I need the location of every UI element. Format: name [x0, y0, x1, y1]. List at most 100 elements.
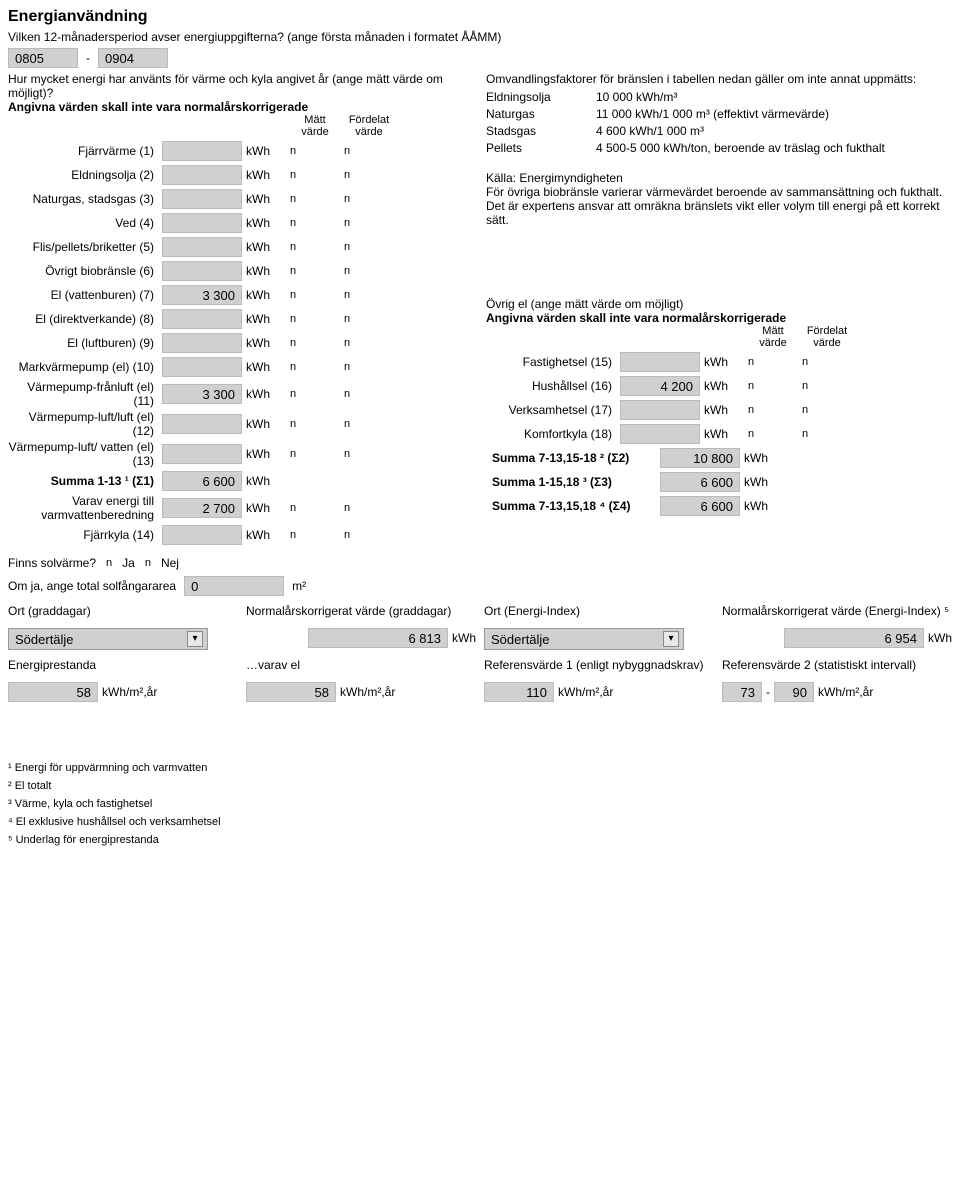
varav-r2[interactable]: n: [344, 502, 394, 514]
energy-r2[interactable]: n: [344, 289, 394, 301]
solar-ja-radio[interactable]: n: [106, 557, 112, 569]
energy-r1[interactable]: n: [290, 265, 340, 277]
sum-unit: kWh: [744, 475, 784, 489]
footnote: ⁵ Underlag för energiprestanda: [8, 834, 952, 846]
ovrigel-unit: kWh: [704, 403, 744, 417]
ovrigel-r2[interactable]: n: [802, 428, 852, 440]
sum-label: Summa 7-13,15-18 ² (Σ2): [486, 451, 656, 465]
energy-r2[interactable]: n: [344, 265, 394, 277]
energy-r1[interactable]: n: [290, 217, 340, 229]
summa1-value: 6 600: [162, 471, 242, 491]
period-sep: -: [86, 51, 90, 65]
fjarrkyla-value[interactable]: [162, 525, 242, 545]
sum-row: Summa 7-13,15-18 ² (Σ2)10 800kWh: [486, 447, 946, 469]
energy-r2[interactable]: n: [344, 388, 394, 400]
energy-r1[interactable]: n: [290, 388, 340, 400]
ovrigel-value[interactable]: 4 200: [620, 376, 700, 396]
energy-r1[interactable]: n: [290, 361, 340, 373]
energy-unit: kWh: [246, 417, 286, 431]
energy-r1[interactable]: n: [290, 169, 340, 181]
ovrigel-r2[interactable]: n: [802, 380, 852, 392]
fjarrkyla-row: Fjärrkyla (14) kWh n n: [8, 524, 478, 546]
energy-label: Fjärrvärme (1): [8, 144, 158, 158]
energy-value[interactable]: [162, 414, 242, 434]
ref2-from: 73: [722, 682, 762, 702]
energy-unit: kWh: [246, 216, 286, 230]
ort-grad-dropdown[interactable]: Södertälje ▾: [8, 628, 208, 650]
energy-value[interactable]: [162, 237, 242, 257]
solar-area-row: Om ja, ange total solfångararea 0 m²: [8, 576, 952, 596]
ovrigel-value[interactable]: [620, 352, 700, 372]
ovrigel-unit: kWh: [704, 379, 744, 393]
energy-value[interactable]: [162, 261, 242, 281]
energy-r2[interactable]: n: [344, 448, 394, 460]
fjarrkyla-r1[interactable]: n: [290, 529, 340, 541]
energy-r1[interactable]: n: [290, 418, 340, 430]
varav-r1[interactable]: n: [290, 502, 340, 514]
energy-value[interactable]: [162, 189, 242, 209]
energy-value[interactable]: [162, 333, 242, 353]
energy-value[interactable]: 3 300: [162, 285, 242, 305]
ovrigel-value[interactable]: [620, 400, 700, 420]
energy-value[interactable]: 3 300: [162, 384, 242, 404]
norm-ei-val: 6 954: [784, 628, 924, 648]
ovrigel-h1: Mätt värde: [748, 325, 798, 349]
fjarrkyla-label: Fjärrkyla (14): [8, 528, 158, 542]
period-from[interactable]: 0805: [8, 48, 78, 68]
energy-r2[interactable]: n: [344, 361, 394, 373]
ovrigel-r1[interactable]: n: [748, 428, 798, 440]
bottom-row1: Ort (graddagar) Södertälje ▾ Normalårsko…: [8, 604, 952, 650]
energy-value[interactable]: [162, 165, 242, 185]
energy-r2[interactable]: n: [344, 313, 394, 325]
energy-unit: kWh: [246, 447, 286, 461]
energy-row: Övrigt biobränsle (6)kWhnn: [8, 260, 478, 282]
energy-value[interactable]: [162, 213, 242, 233]
ref2-label: Referensvärde 2 (statistiskt intervall): [722, 658, 952, 672]
energy-value[interactable]: [162, 141, 242, 161]
energy-r2[interactable]: n: [344, 169, 394, 181]
ovrigel-unit: kWh: [704, 427, 744, 441]
energy-value[interactable]: [162, 357, 242, 377]
energy-unit: kWh: [246, 192, 286, 206]
energy-value[interactable]: [162, 309, 242, 329]
ref1-unit: kWh/m²,år: [558, 685, 613, 699]
energy-r1[interactable]: n: [290, 289, 340, 301]
energy-r2[interactable]: n: [344, 241, 394, 253]
energy-r1[interactable]: n: [290, 448, 340, 460]
ovrigel-r1[interactable]: n: [748, 380, 798, 392]
energy-r1[interactable]: n: [290, 193, 340, 205]
ovrigel-r1[interactable]: n: [748, 404, 798, 416]
energy-r2[interactable]: n: [344, 145, 394, 157]
conv-key: Eldningsolja: [486, 90, 596, 104]
fjarrkyla-r2[interactable]: n: [344, 529, 394, 541]
energy-r2[interactable]: n: [344, 418, 394, 430]
ovrigel-r2[interactable]: n: [802, 404, 852, 416]
conv-val: 10 000 kWh/m³: [596, 90, 677, 104]
energy-r1[interactable]: n: [290, 241, 340, 253]
energy-r2[interactable]: n: [344, 217, 394, 229]
ort-ei-dropdown[interactable]: Södertälje ▾: [484, 628, 684, 650]
ovrigel-r1[interactable]: n: [748, 356, 798, 368]
ovrigel-label: Komfortkyla (18): [486, 427, 616, 441]
period-to[interactable]: 0904: [98, 48, 168, 68]
varav-value[interactable]: 2 700: [162, 498, 242, 518]
energy-row: Eldningsolja (2)kWhnn: [8, 164, 478, 186]
energy-unit: kWh: [246, 312, 286, 326]
norm-grad-val: 6 813: [308, 628, 448, 648]
ovrigel-row: Komfortkyla (18)kWhnn: [486, 423, 946, 445]
solar-area-val[interactable]: 0: [184, 576, 284, 596]
energy-r1[interactable]: n: [290, 313, 340, 325]
solar-nej-radio[interactable]: n: [145, 557, 151, 569]
energy-r1[interactable]: n: [290, 337, 340, 349]
eperf-label: Energiprestanda: [8, 658, 238, 672]
conv-heading: Omvandlingsfaktorer för bränslen i tabel…: [486, 72, 946, 86]
norm-grad-unit: kWh: [452, 631, 476, 645]
energy-r2[interactable]: n: [344, 337, 394, 349]
energy-r1[interactable]: n: [290, 145, 340, 157]
ort-grad-val: Södertälje: [15, 632, 74, 647]
sum-row: Summa 1-15,18 ³ (Σ3)6 600kWh: [486, 471, 946, 493]
ovrigel-r2[interactable]: n: [802, 356, 852, 368]
energy-value[interactable]: [162, 444, 242, 464]
energy-r2[interactable]: n: [344, 193, 394, 205]
ovrigel-value[interactable]: [620, 424, 700, 444]
